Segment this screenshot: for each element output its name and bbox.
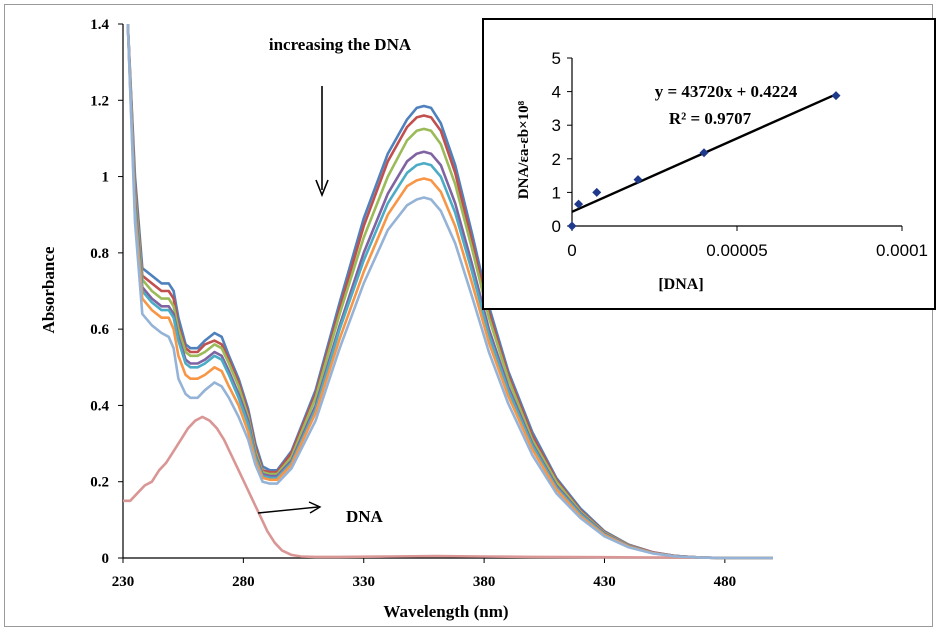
inset-equation: y = 43720x + 0.4224 bbox=[655, 82, 798, 101]
spectrum-line-7 bbox=[126, 23, 773, 560]
dna-annotation: DNA bbox=[346, 507, 384, 526]
y-tick-label: 0.6 bbox=[90, 322, 109, 338]
inset-r-squared: R² = 0.9707 bbox=[669, 109, 752, 128]
x-tick-label: 480 bbox=[714, 574, 737, 590]
y-tick-label: 1.2 bbox=[90, 93, 109, 109]
inset-data-point bbox=[699, 148, 709, 158]
inset-frame bbox=[482, 18, 936, 310]
y-tick-label: 1 bbox=[102, 170, 110, 186]
y-tick-label: 1.4 bbox=[90, 17, 109, 33]
inset-y-tick-label: 0 bbox=[552, 217, 561, 236]
inset-y-tick-label: 5 bbox=[552, 49, 561, 68]
inset-y-axis-title: DNA/εa-εb×10⁸ bbox=[516, 100, 532, 199]
spectra-series bbox=[126, 23, 773, 560]
dna-arrow-head bbox=[308, 501, 322, 514]
increasing-dna-annotation: increasing the DNA bbox=[269, 35, 412, 54]
x-tick-label: 330 bbox=[352, 574, 375, 590]
y-tick-label: 0.4 bbox=[90, 398, 109, 414]
y-tick-label: 0.2 bbox=[90, 475, 109, 491]
inset-points bbox=[567, 91, 841, 231]
inset-x-tick-label: 0 bbox=[567, 241, 576, 260]
x-axis-title: Wavelength (nm) bbox=[383, 602, 508, 621]
inset-x-axis-title: [DNA] bbox=[658, 276, 703, 293]
x-tick-label: 380 bbox=[473, 574, 496, 590]
dna-spectrum bbox=[123, 415, 774, 560]
inset-y-tick-label: 3 bbox=[552, 116, 561, 135]
dna-only-line bbox=[123, 415, 774, 560]
y-tick-label: 0 bbox=[102, 551, 110, 567]
x-tick-label: 430 bbox=[593, 574, 616, 590]
inset-x-tick-label: 0.0001 bbox=[876, 241, 928, 260]
down-arrow-head bbox=[315, 179, 329, 198]
dna-arrow-shaft bbox=[257, 506, 319, 514]
inset-y-tick-label: 2 bbox=[552, 150, 561, 169]
inset-x-tick-label: 0.00005 bbox=[706, 241, 767, 260]
inset-data-point bbox=[592, 187, 602, 197]
inset-data-point bbox=[567, 221, 577, 231]
inset-data-point bbox=[574, 199, 584, 209]
x-tick-label: 230 bbox=[112, 574, 135, 590]
inset-y-tick-label: 4 bbox=[552, 83, 561, 102]
inset-data-point bbox=[633, 175, 643, 185]
inset-data-point bbox=[831, 91, 841, 101]
inset-tick-labels: 0 1 2 3 4 5 0 0.00005 0.0001 bbox=[552, 49, 928, 260]
x-tick-label: 280 bbox=[232, 574, 255, 590]
y-tick-label: 0.8 bbox=[90, 246, 109, 262]
inset-y-tick-label: 1 bbox=[552, 183, 561, 202]
y-axis-title: Absorbance bbox=[39, 246, 58, 333]
